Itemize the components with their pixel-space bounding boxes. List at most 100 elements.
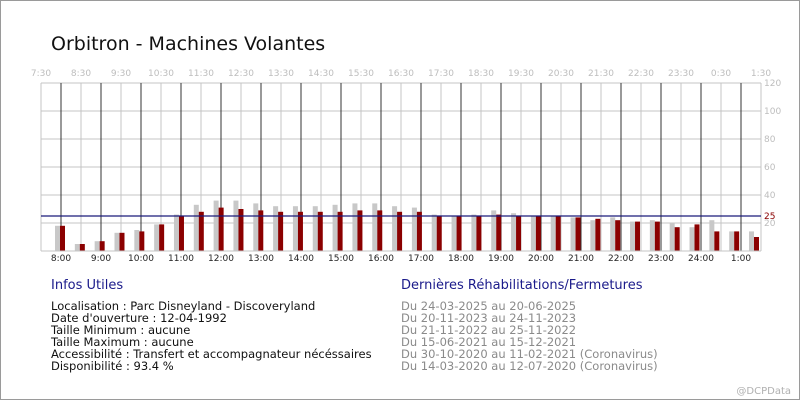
bar-red [734,231,740,251]
x-tick-label: 24:00 [688,254,714,264]
x-tick-label: 16:00 [368,254,394,264]
bar-red [416,211,422,251]
info-availability: Disponibilité : 93.4 % [51,359,174,373]
info-location: Localisation : Parc Disneyland - Discove… [51,299,316,313]
bar-gray [352,203,358,251]
bar-red [139,231,145,251]
bar-red [99,241,105,251]
top-tick-label: 22:30 [628,69,654,79]
top-tick-label: 20:30 [548,69,574,79]
bar-gray [709,220,715,251]
bar-gray [154,224,160,251]
info-heading: Infos Utiles [51,278,124,293]
rehab-item: Du 20-11-2023 au 24-11-2023 [401,311,577,325]
y-tick-label: 120 [764,79,781,89]
bar-red [674,227,680,251]
bar-gray [630,221,636,251]
bar-red [535,216,541,251]
bar-red [694,224,700,251]
bar-red [595,218,601,251]
x-tick-label: 1:00 [731,254,751,264]
bar-red [555,216,561,251]
top-tick-label: 11:30 [188,69,214,79]
y-tick-label: 100 [764,107,781,117]
bar-gray [372,203,378,251]
bar-gray [471,214,477,251]
bar-red [119,232,125,251]
top-tick-label: 23:30 [668,69,694,79]
x-tick-label: 18:00 [448,254,474,264]
page-title: Orbitron - Machines Volantes [51,33,326,55]
bar-gray [55,225,60,251]
bar-gray [669,223,675,251]
bar-red [159,224,165,251]
top-tick-label: 19:30 [508,69,534,79]
bar-gray [491,210,497,251]
y-tick-label: 80 [764,135,776,145]
bar-red [60,225,65,251]
x-tick-label: 23:00 [648,254,674,264]
bar-gray [292,206,298,251]
x-tick-label: 21:00 [568,254,594,264]
bar-red [615,220,621,251]
bar-red [397,211,403,251]
top-tick-label: 0:30 [711,69,731,79]
x-tick-label: 13:00 [248,254,274,264]
bar-gray [94,241,100,251]
rehab-item: Du 14-03-2020 au 12-07-2020 (Coronavirus… [401,359,658,373]
bar-red [278,211,284,251]
bar-gray [134,230,140,251]
x-tick-label: 10:00 [128,254,154,264]
bar-red [198,211,204,251]
y-tick-label: 40 [764,191,776,201]
top-tick-label: 14:30 [308,69,334,79]
rehab-item: Du 15-06-2021 au 15-12-2021 [401,335,577,349]
top-tick-label: 8:30 [71,69,91,79]
bar-red [654,221,660,251]
top-tick-label: 9:30 [111,69,131,79]
bar-red [357,210,363,251]
bar-red [456,216,462,251]
bar-red [516,216,522,251]
bar-gray [689,227,695,251]
bar-gray [729,231,735,251]
bar-gray [312,206,318,251]
bar-red [297,211,303,251]
bar-red [178,216,184,251]
top-tick-label: 17:30 [428,69,454,79]
y-tick-label: 60 [764,163,776,173]
bar-gray [431,214,437,251]
bar-gray [749,231,754,251]
rehab-item: Du 21-11-2022 au 25-11-2022 [401,323,577,337]
top-tick-label: 18:30 [468,69,494,79]
top-tick-label: 7:30 [31,69,51,79]
rehab-list: Du 24-03-2025 au 20-06-2025 Du 20-11-202… [401,300,658,372]
wait-time-chart: 7:30 8:30 9:30 10:30 11:30 12:30 13:30 14:30 15:… [31,69,782,264]
bar-red [714,231,720,251]
bar-gray [550,216,556,251]
bar-gray [590,220,596,251]
top-tick-label: 1:30 [751,69,771,79]
bar-gray [649,220,655,251]
x-tick-label: 20:00 [528,254,554,264]
x-tick-label: 19:00 [488,254,514,264]
bar-gray [530,216,536,251]
rehab-item: Du 30-10-2020 au 11-02-2021 (Coronavirus… [401,347,658,361]
x-tick-label: 17:00 [408,254,434,264]
info-max-height: Taille Maximum : aucune [51,335,194,349]
top-tick-label: 16:30 [388,69,414,79]
bar-red [635,221,641,251]
bar-red [496,214,502,251]
info-list: Localisation : Parc Disneyland - Discove… [51,300,372,372]
info-opening-date: Date d'ouverture : 12-04-1992 [51,311,227,325]
x-tick-label: 9:00 [91,254,111,264]
bar-red [79,244,85,251]
bar-gray [213,200,219,251]
bar-gray [74,244,80,251]
bar-gray [610,217,616,251]
top-tick-label: 10:30 [148,69,174,79]
bar-red [575,217,581,251]
bar-gray [173,214,179,251]
top-tick-label: 21:30 [588,69,614,79]
